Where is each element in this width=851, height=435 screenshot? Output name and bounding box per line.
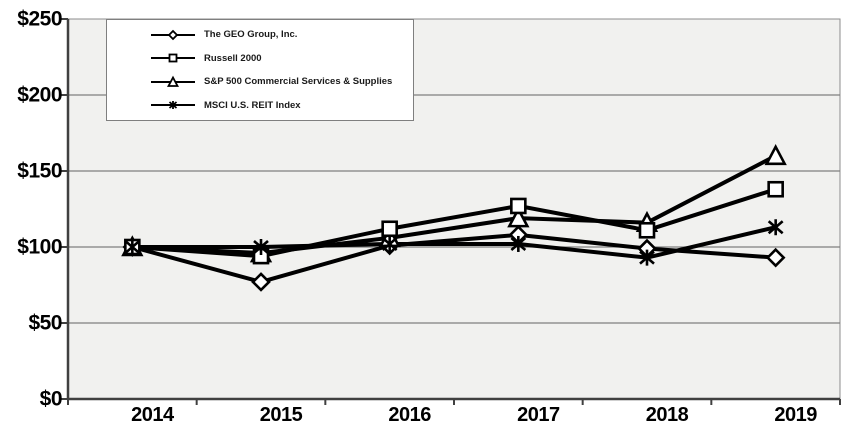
x-axis-tick-label: 2019	[774, 404, 817, 426]
y-axis-tick-label: $200	[17, 83, 62, 107]
square-marker-icon	[151, 53, 195, 63]
triangle-marker-icon	[151, 75, 195, 87]
y-axis-tick-label: $250	[17, 7, 62, 31]
legend: The GEO Group, Inc. Russell 2000 S&P 500…	[106, 19, 414, 121]
x-axis-tick-label: 2018	[645, 404, 689, 426]
legend-label: Russell 2000	[204, 52, 262, 64]
legend-item: The GEO Group, Inc.	[107, 25, 413, 45]
y-axis-tick-label: $150	[17, 159, 62, 183]
legend-item: S&P 500 Commercial Services & Supplies	[107, 72, 413, 92]
legend-item: Russell 2000	[107, 48, 413, 68]
legend-item: MSCI U.S. REIT Index	[107, 95, 413, 115]
x-axis-tick-label: 2017	[517, 404, 560, 426]
legend-label: MSCI U.S. REIT Index	[204, 99, 301, 111]
y-axis-tick-label: $0	[39, 387, 63, 411]
x-axis-tick-label: 2015	[259, 404, 303, 426]
legend-label: S&P 500 Commercial Services & Supplies	[204, 76, 393, 88]
x-axis-tick-label: 2016	[388, 404, 431, 426]
y-axis-tick-label: $100	[17, 235, 62, 259]
y-axis-tick-label: $50	[28, 311, 62, 335]
star-marker-icon	[151, 101, 195, 110]
legend-label: The GEO Group, Inc.	[204, 29, 298, 41]
diamond-marker-icon	[151, 29, 195, 41]
x-axis-tick-label: 2014	[131, 404, 174, 426]
